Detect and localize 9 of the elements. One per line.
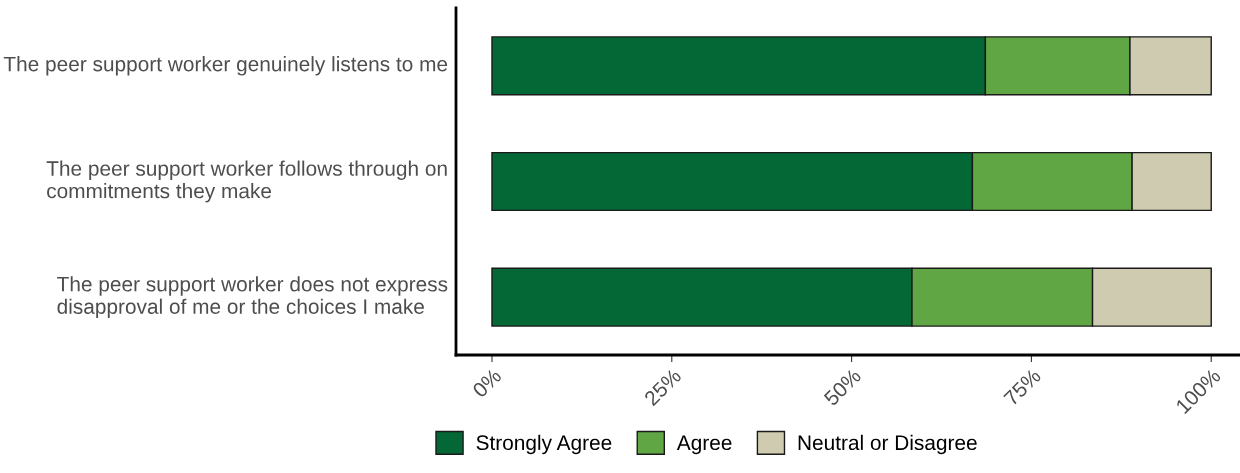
legend-label: Agree <box>676 435 732 455</box>
y-tick-label: The peer support worker follows through on commitments they make <box>46 160 447 203</box>
x-tick-label: 0% <box>471 367 503 399</box>
y-tick-label: The peer support worker genuinely listens to me <box>3 56 448 76</box>
legend-label: Strongly Agree <box>476 434 612 455</box>
y-tick-label: The peer support worker does not express disapproval of me or the choices I make <box>57 276 448 319</box>
legend-label: Neutral or Disagree <box>798 434 977 455</box>
x-tick-label: 75% <box>1003 367 1042 407</box>
x-tick-label: 50% <box>823 367 862 407</box>
